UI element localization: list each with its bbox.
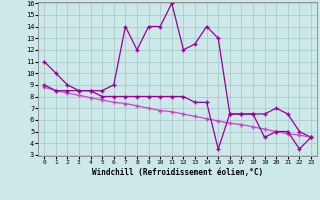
X-axis label: Windchill (Refroidissement éolien,°C): Windchill (Refroidissement éolien,°C) bbox=[92, 168, 263, 177]
